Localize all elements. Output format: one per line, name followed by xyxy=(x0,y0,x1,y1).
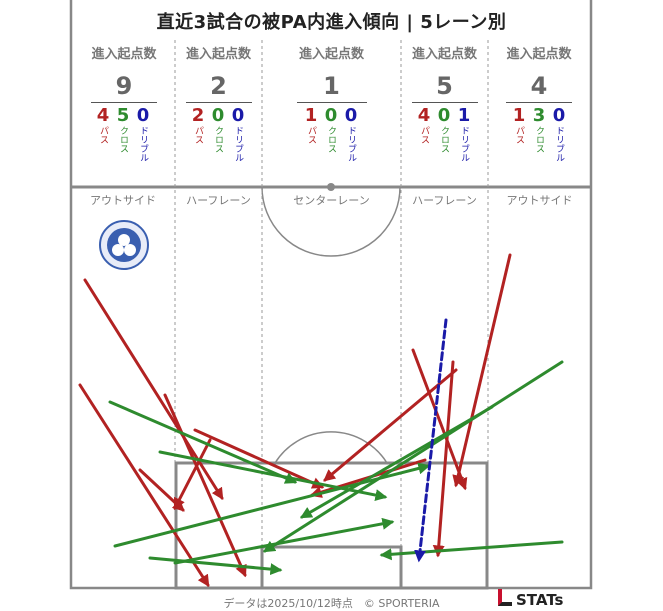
dribble-count: 0 ドリブル xyxy=(550,105,568,163)
value: 4 xyxy=(96,105,110,126)
type-label: クロス xyxy=(439,126,449,153)
center-circle xyxy=(261,186,401,257)
type-label: パス xyxy=(306,126,316,144)
lane-header-3: 進入起点数 1 xyxy=(262,43,401,103)
pass-count: 1 パス xyxy=(510,105,528,145)
lane-label: 進入起点数 xyxy=(411,47,477,62)
cross-count: 0 クロス xyxy=(435,105,453,154)
dribble-count: 0 ドリブル xyxy=(342,105,360,163)
zone-label-center: センターレーン xyxy=(293,194,370,207)
type-label: ドリブル xyxy=(138,126,148,162)
footer-note: データは2025/10/12時点 © SPORTERIA xyxy=(223,597,440,610)
lane-total: 2 xyxy=(210,72,227,100)
value: 0 xyxy=(136,105,150,126)
page-title: 直近3試合の被PA内進入傾向 | 5レーン別 xyxy=(156,12,507,33)
value: 0 xyxy=(437,105,451,126)
pass-arrow xyxy=(163,393,247,578)
cross-arrow xyxy=(379,540,564,561)
value: 0 xyxy=(231,105,245,126)
cross-count: 0 クロス xyxy=(209,105,227,154)
dribble-count: 0 ドリブル xyxy=(229,105,247,163)
divider xyxy=(91,102,157,103)
pass-arrow xyxy=(193,428,325,489)
type-label: ドリブル xyxy=(459,126,469,162)
type-label: ドリブル xyxy=(346,126,356,162)
divider xyxy=(296,102,367,103)
cross-arrow xyxy=(299,405,494,519)
dribble-count: 0 ドリブル xyxy=(134,105,152,163)
type-label: クロス xyxy=(118,126,128,153)
value: 0 xyxy=(211,105,225,126)
lane-label: 進入起点数 xyxy=(185,47,251,62)
type-label: パス xyxy=(98,126,108,144)
type-label: パス xyxy=(193,126,203,144)
cross-count: 3 クロス xyxy=(530,105,548,154)
pass-count: 1 パス xyxy=(302,105,320,145)
zone-label-outside-right: アウトサイド xyxy=(506,194,573,207)
value: 4 xyxy=(417,105,431,126)
goal-area xyxy=(260,545,403,590)
lane-header-4: 進入起点数 5 xyxy=(401,43,488,103)
type-label: クロス xyxy=(213,126,223,153)
brand-name: STATs xyxy=(516,591,564,609)
center-spot xyxy=(327,183,335,191)
type-label: クロス xyxy=(326,126,336,153)
type-label: パス xyxy=(419,126,429,144)
pass-count: 2 パス xyxy=(189,105,207,145)
value: 1 xyxy=(304,105,318,126)
cross-arrow xyxy=(262,360,564,553)
lane-label: 進入起点数 xyxy=(91,47,157,62)
cross-arrow xyxy=(108,400,298,484)
divider xyxy=(506,102,572,103)
pass-arrow xyxy=(78,383,210,588)
value: 5 xyxy=(116,105,130,126)
pass-count: 4 パス xyxy=(415,105,433,145)
penalty-arc xyxy=(274,431,388,464)
divider xyxy=(411,102,478,103)
lane-header-2: 進入起点数 2 xyxy=(175,43,262,103)
type-label: ドリブル xyxy=(554,126,564,162)
value: 2 xyxy=(191,105,205,126)
pass-arrow xyxy=(432,360,455,558)
pass-arrow xyxy=(452,253,512,488)
arrows-layer xyxy=(78,253,564,588)
type-label: ドリブル xyxy=(233,126,243,162)
lane-total: 4 xyxy=(530,72,548,100)
type-label: クロス xyxy=(534,126,544,153)
pass-count: 4 パス xyxy=(94,105,112,145)
divider xyxy=(185,102,252,103)
value: 0 xyxy=(324,105,338,126)
lane-total: 5 xyxy=(436,72,453,100)
lane-total: 9 xyxy=(115,72,133,100)
cross-count: 0 クロス xyxy=(322,105,340,154)
zone-label-halflane-right: ハーフレーン xyxy=(412,194,477,207)
pass-arrow xyxy=(323,368,458,482)
lane-header-5: 進入起点数 4 xyxy=(495,43,583,103)
pass-arrow xyxy=(83,278,224,501)
lane-label: 進入起点数 xyxy=(506,47,572,62)
type-label: パス xyxy=(514,126,524,144)
pass-arrow xyxy=(173,438,212,511)
dribble-arrow xyxy=(414,318,448,563)
value: 0 xyxy=(344,105,358,126)
value: 3 xyxy=(532,105,546,126)
value: 1 xyxy=(457,105,471,126)
brand-logo: STATs xyxy=(498,589,563,609)
lane-label: 進入起点数 xyxy=(298,47,364,62)
dribble-count: 1 ドリブル xyxy=(455,105,473,163)
cross-arrow xyxy=(173,517,395,565)
zone-label-halflane-left: ハーフレーン xyxy=(186,194,251,207)
cross-count: 5 クロス xyxy=(114,105,132,154)
club-crest-icon xyxy=(99,220,149,270)
value: 1 xyxy=(512,105,526,126)
zone-label-outside-left: アウトサイド xyxy=(90,194,156,207)
lane-header-1: 進入起点数 9 xyxy=(80,43,168,103)
stats-logo-icon xyxy=(498,589,512,606)
value: 0 xyxy=(552,105,566,126)
lane-total: 1 xyxy=(323,72,340,100)
pass-arrow xyxy=(411,348,468,491)
cross-arrow xyxy=(148,556,283,576)
